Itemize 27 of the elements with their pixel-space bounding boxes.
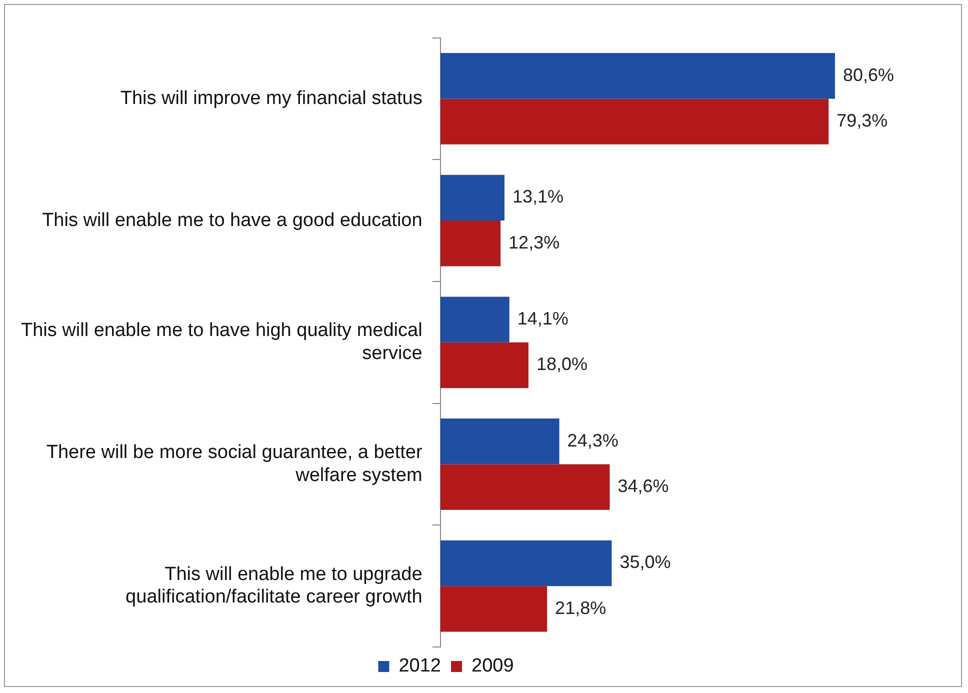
data-label: 18,0% (536, 354, 588, 374)
legend-label: 2009 (472, 656, 514, 677)
bar (440, 98, 829, 144)
bar (440, 174, 504, 221)
data-label: 80,6% (842, 64, 894, 85)
data-label: 12,3% (508, 232, 560, 252)
bar (440, 53, 835, 99)
bar (440, 342, 528, 388)
bar (440, 464, 610, 510)
data-label: 21,8% (555, 598, 606, 618)
y-tick-label: This will enable me to have a good education (42, 210, 422, 231)
data-label: 13,1% (512, 186, 564, 207)
data-label: 34,6% (618, 476, 669, 496)
data-label: 35,0% (620, 552, 671, 572)
bar (440, 296, 510, 342)
bar (440, 586, 548, 632)
y-tick-label: There will be more social guarantee, a better welfare system (46, 442, 423, 486)
bar (440, 220, 501, 266)
data-label: 79,3% (836, 110, 888, 131)
y-tick-label: This will improve my financial status (120, 88, 422, 109)
data-label: 24,3% (567, 430, 618, 450)
data-label: 14,1% (517, 308, 568, 329)
y-tick-label: This will enable me to upgrade qualification/facilitate career growth (126, 564, 422, 608)
bar (440, 418, 560, 464)
bar (440, 540, 612, 586)
legend-label: 2012 (398, 656, 442, 677)
y-tick-label: This will enable me to have high quality medical service (20, 320, 422, 364)
